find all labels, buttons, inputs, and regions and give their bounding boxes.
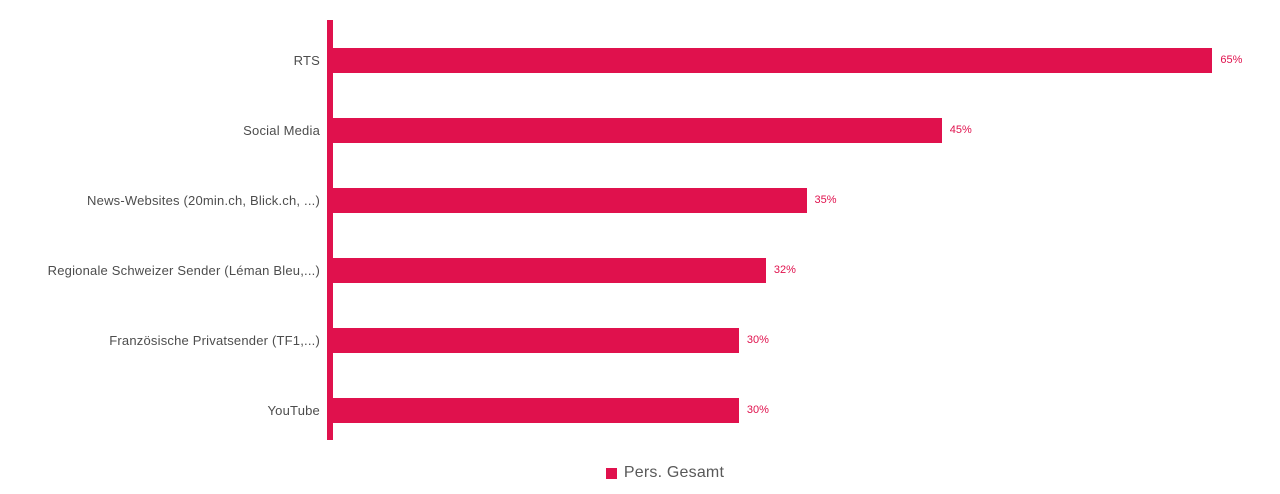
value-label: 65%: [1220, 54, 1243, 66]
chart-row: YouTube 30%: [0, 375, 1280, 445]
bar-area: 32%: [333, 257, 1280, 283]
category-label: News-Websites (20min.ch, Blick.ch, ...): [87, 192, 320, 208]
chart-row: RTS 65%: [0, 25, 1280, 95]
value-label: 30%: [746, 404, 769, 416]
chart-row: Social Media 45%: [0, 95, 1280, 165]
category-label: Regionale Schweizer Sender (Léman Bleu,.…: [47, 262, 320, 278]
bar-area: 35%: [333, 187, 1280, 213]
bar: [333, 47, 1213, 73]
bar-area: 45%: [333, 117, 1280, 143]
bar: [333, 327, 739, 353]
chart-row: Regionale Schweizer Sender (Léman Bleu,.…: [0, 235, 1280, 305]
chart-rows: RTS 65% Social Media 45% News-Websites (20mi…: [0, 25, 1280, 445]
chart-row: Französische Privatsender (TF1,...) 30%: [0, 305, 1280, 375]
value-label: 30%: [746, 334, 769, 346]
bar: [333, 117, 942, 143]
value-label: 32%: [773, 264, 796, 276]
bar-area: 30%: [333, 397, 1280, 423]
legend: Pers. Gesamt: [0, 464, 1280, 482]
legend-marker-square: [605, 467, 617, 479]
category-label: YouTube: [267, 402, 320, 418]
bar-area: 65%: [333, 47, 1280, 73]
bar-area: 30%: [333, 327, 1280, 353]
category-label: RTS: [293, 52, 320, 68]
legend-entry: Pers. Gesamt: [605, 464, 725, 482]
bar: [333, 397, 739, 423]
chart-row: News-Websites (20min.ch, Blick.ch, ...) 3…: [0, 165, 1280, 235]
value-label: 45%: [949, 124, 972, 136]
bar: [333, 257, 766, 283]
legend-label: Pers. Gesamt: [623, 464, 725, 481]
bar: [333, 187, 807, 213]
value-label: 35%: [814, 194, 837, 206]
category-label: Social Media: [243, 122, 320, 138]
category-label: Französische Privatsender (TF1,...): [109, 332, 320, 348]
y-axis-line: [327, 20, 333, 440]
